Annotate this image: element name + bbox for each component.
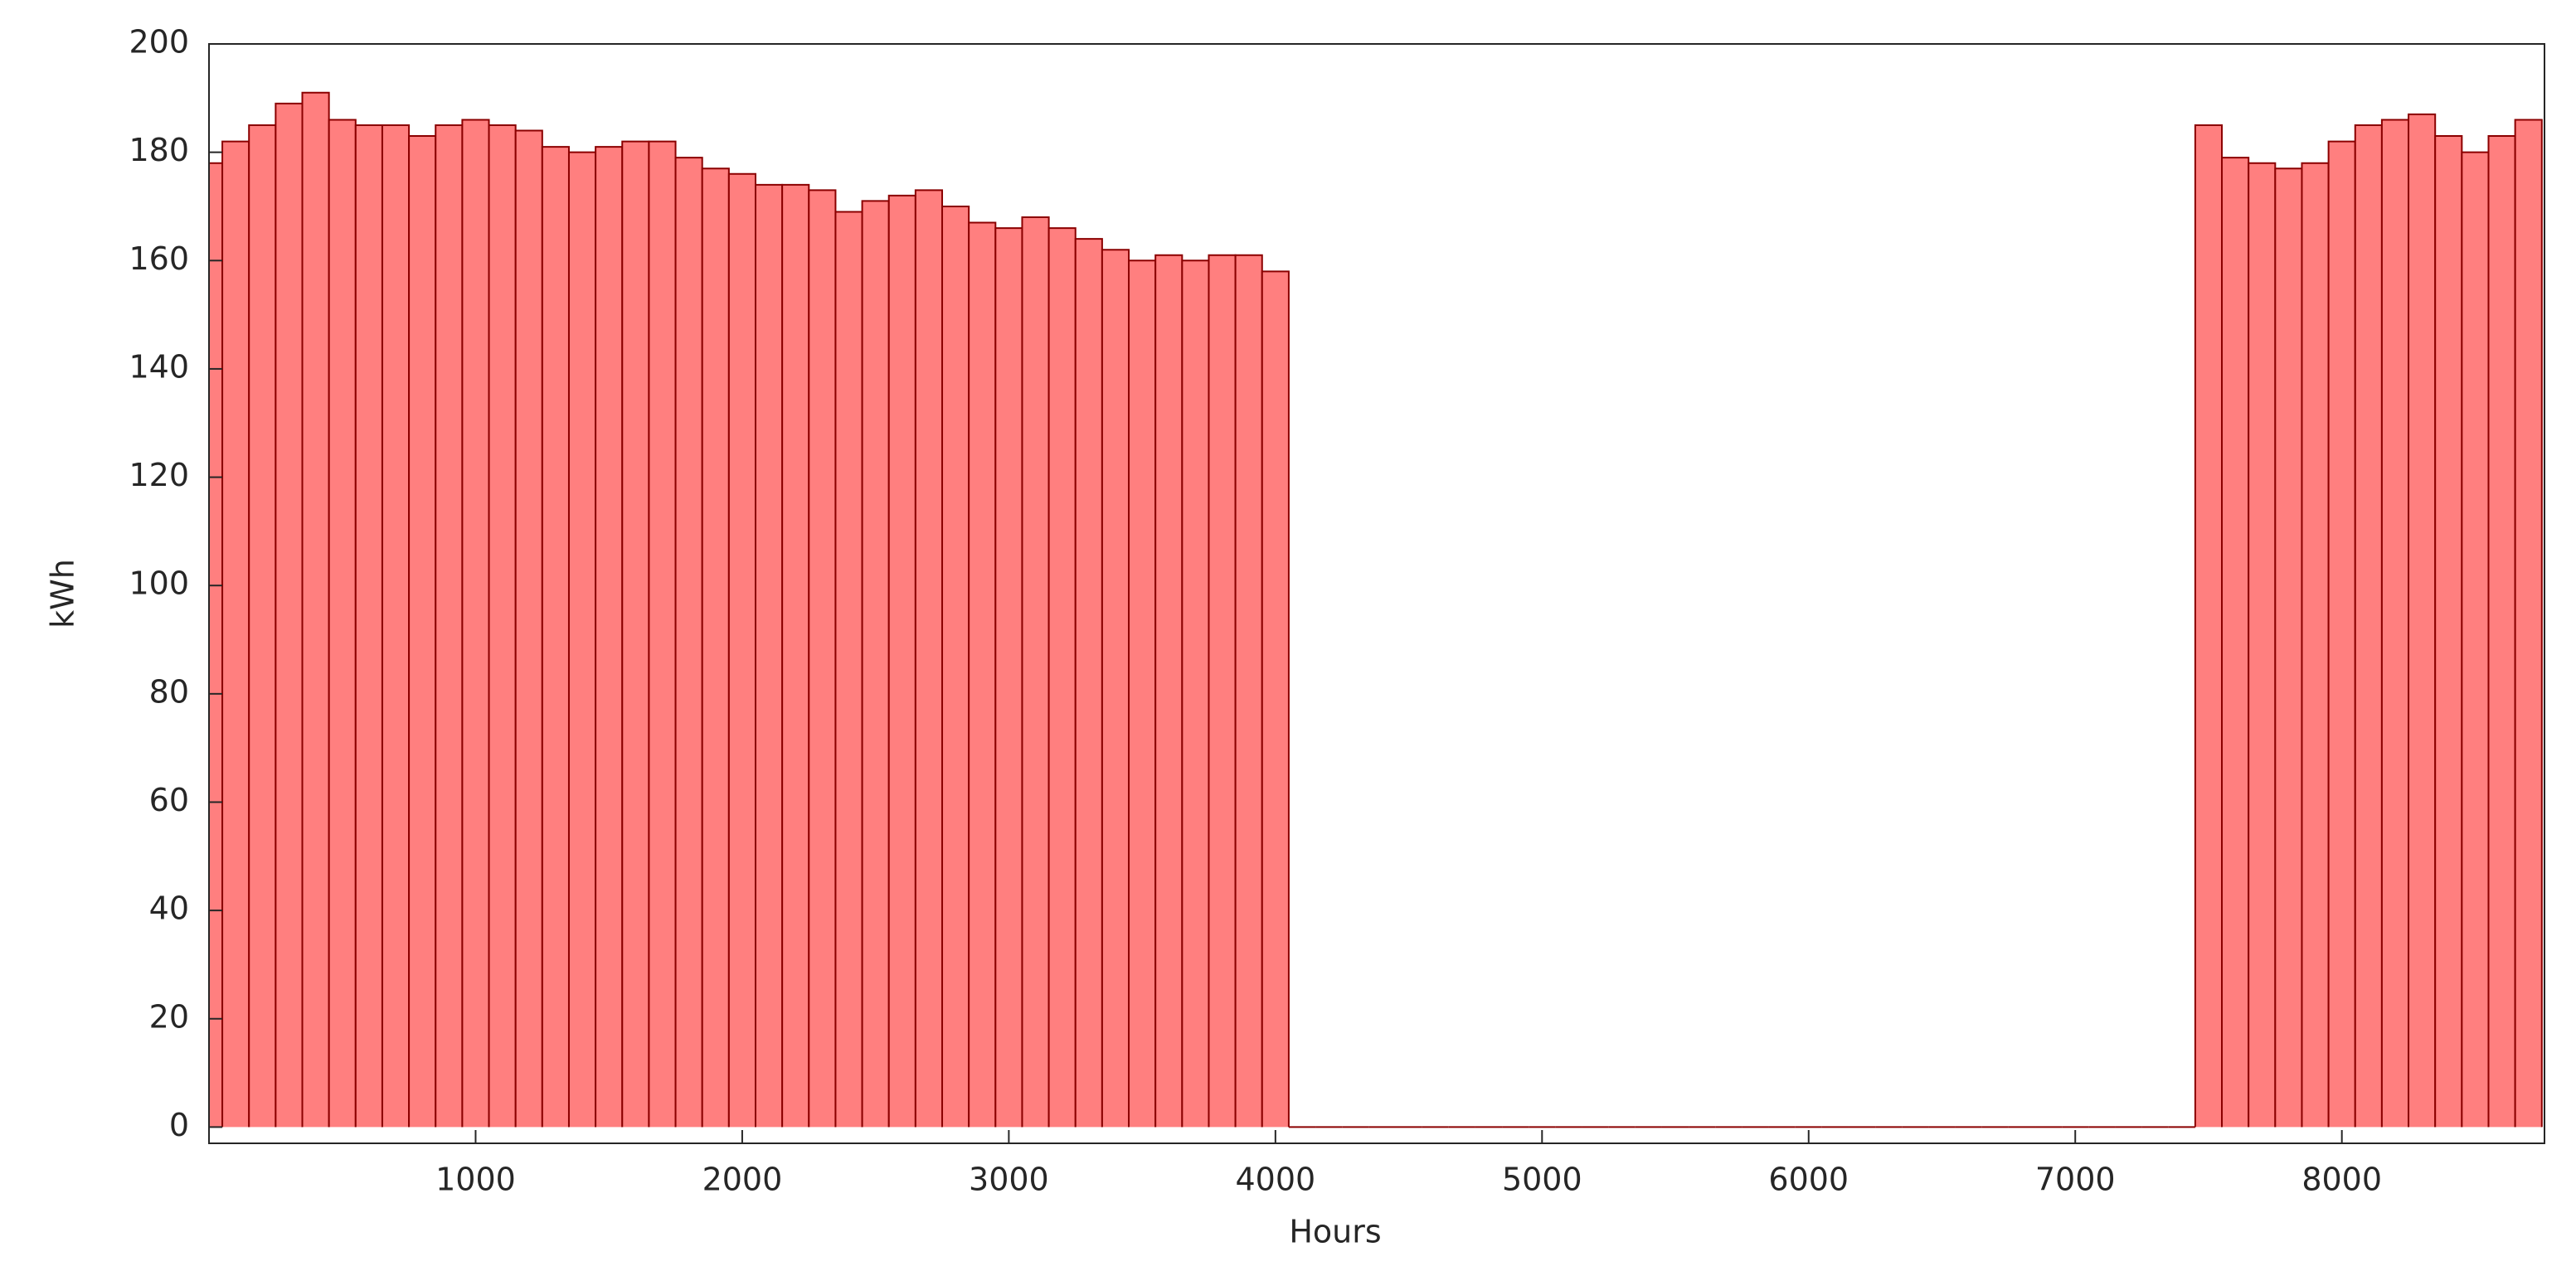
bar <box>2487 135 2516 1128</box>
bar <box>2461 151 2490 1128</box>
bar <box>488 124 517 1128</box>
x-axis-label: Hours <box>1289 1214 1381 1250</box>
y-tick-label: 80 <box>149 673 189 710</box>
bar <box>1074 238 1103 1128</box>
bar <box>328 119 357 1128</box>
bar <box>301 91 330 1128</box>
bar <box>461 119 490 1128</box>
y-axis-label: kWh <box>45 559 81 628</box>
bar <box>2380 119 2410 1128</box>
bar <box>887 194 916 1128</box>
bar <box>1128 260 1157 1128</box>
bar <box>275 102 304 1128</box>
bar <box>1261 270 1290 1128</box>
bar <box>408 135 437 1128</box>
x-tick-label: 8000 <box>2301 1162 2382 1198</box>
bar <box>994 227 1023 1128</box>
bar <box>567 151 597 1128</box>
y-tick-label: 40 <box>149 890 189 927</box>
bar <box>727 172 756 1128</box>
bar <box>2408 113 2437 1128</box>
bar <box>2301 162 2330 1128</box>
x-tick-label: 1000 <box>435 1162 516 1198</box>
bar <box>834 211 863 1128</box>
y-tick-label: 160 <box>129 240 189 277</box>
x-tick-label: 4000 <box>1235 1162 1315 1198</box>
bar <box>2194 124 2224 1128</box>
y-tick-label: 0 <box>169 1107 189 1143</box>
bar <box>914 189 944 1128</box>
bar <box>861 200 890 1128</box>
bar <box>2327 140 2356 1128</box>
bar <box>754 183 784 1128</box>
bar <box>648 140 677 1128</box>
bar <box>1101 249 1130 1128</box>
bar <box>541 146 570 1128</box>
bar <box>808 189 837 1128</box>
y-tick-label: 100 <box>129 565 189 602</box>
bar <box>2434 135 2463 1128</box>
x-tick-label: 7000 <box>2035 1162 2116 1198</box>
bar <box>781 183 810 1128</box>
bar <box>968 221 997 1128</box>
bar <box>1021 216 1050 1128</box>
bar <box>2354 124 2383 1128</box>
bar <box>674 157 703 1128</box>
x-tick-label: 2000 <box>702 1162 783 1198</box>
bars <box>209 91 2543 1128</box>
x-tick-label: 3000 <box>969 1162 1049 1198</box>
bar <box>381 124 411 1128</box>
y-tick-label: 140 <box>129 348 189 385</box>
bar <box>2221 157 2250 1128</box>
bar <box>221 140 250 1128</box>
bar <box>1154 254 1184 1128</box>
bar <box>1234 254 1263 1128</box>
axes-frame <box>208 43 2545 1144</box>
bar <box>595 146 624 1128</box>
x-tick-label: 6000 <box>1768 1162 1849 1198</box>
y-tick-label: 200 <box>129 24 189 61</box>
bar <box>2274 167 2303 1128</box>
y-tick-label: 180 <box>129 132 189 168</box>
bar <box>941 205 970 1128</box>
bar <box>1181 260 1210 1128</box>
x-tick-label: 5000 <box>1502 1162 1582 1198</box>
bar <box>1047 227 1077 1128</box>
bar <box>248 124 277 1128</box>
bar <box>2514 119 2543 1128</box>
bar <box>621 140 650 1128</box>
bar <box>435 124 464 1128</box>
bar <box>1208 254 1237 1128</box>
y-tick-label: 60 <box>149 782 189 818</box>
y-tick-label: 20 <box>149 998 189 1035</box>
bar <box>2248 162 2277 1128</box>
bar <box>701 167 730 1128</box>
y-tick-label: 120 <box>129 457 189 493</box>
bar <box>514 129 543 1128</box>
bar <box>354 124 383 1128</box>
